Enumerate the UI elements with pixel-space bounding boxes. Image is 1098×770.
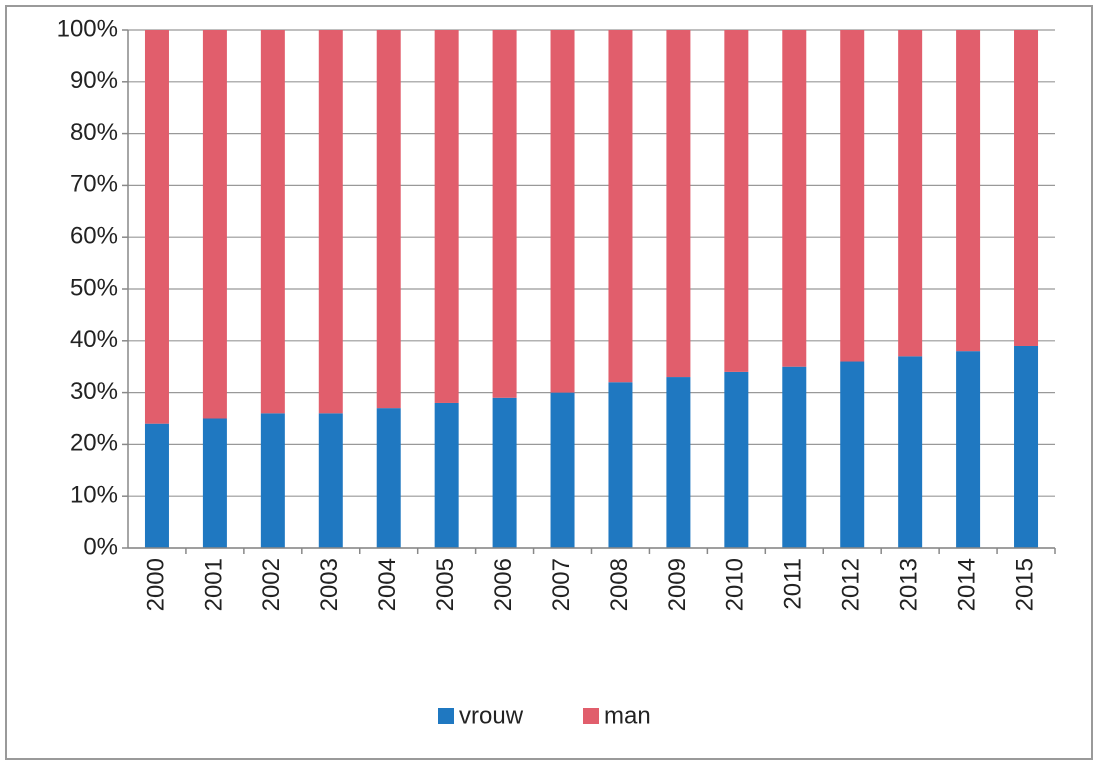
bar-segment [260,413,285,548]
x-tick-label: 2008 [606,558,633,611]
bar-segment [550,392,575,548]
bar-segment [666,30,691,378]
bar-segment [898,356,923,548]
x-tick-label: 2011 [780,558,807,610]
bar-segment [898,30,923,357]
x-tick-label: 2001 [200,558,227,611]
bar-segment [434,30,459,403]
bar-segment [376,408,401,548]
bar-segment [318,413,343,548]
bar-segment [956,351,981,548]
x-tick-label: 2014 [953,558,980,611]
y-tick-label: 20% [70,430,118,457]
x-tick-label: 2003 [316,558,343,611]
bar-segment [202,30,227,419]
bar-segment [782,30,807,367]
y-tick-label: 70% [70,171,118,198]
bar-segment [608,30,633,383]
bar-segment [1014,30,1039,346]
bar-segment [608,382,633,548]
bar-segment [724,371,749,548]
y-tick-label: 50% [70,274,118,301]
bar-segment [1014,345,1039,548]
y-tick-label: 40% [70,326,118,353]
x-tick-label: 2012 [838,558,865,611]
bar-segment [202,418,227,548]
y-tick-label: 60% [70,223,118,250]
bar-segment [434,402,459,548]
bar-segment [260,30,285,414]
x-tick-label: 2009 [664,558,691,611]
legend-swatch [583,708,599,724]
bar-segment [144,423,169,548]
legend-swatch [438,708,454,724]
y-tick-label: 10% [70,482,118,509]
x-tick-label: 2002 [258,558,285,611]
bar-segment [144,30,169,424]
bar-segment [376,30,401,409]
x-tick-label: 2004 [374,558,401,611]
y-tick-label: 90% [70,67,118,94]
y-tick-label: 80% [70,119,118,146]
y-tick-label: 30% [70,378,118,405]
bar-segment [840,361,865,548]
bar-segment [782,366,807,548]
bar-segment [550,30,575,393]
legend-label: vrouw [459,702,524,729]
x-tick-label: 2015 [1011,558,1038,611]
bar-segment [956,30,981,352]
legend-label: man [604,702,651,729]
x-tick-label: 2005 [432,558,459,611]
x-tick-label: 2006 [490,558,517,611]
bar-segment [492,397,517,548]
bar-segment [724,30,749,372]
x-tick-label: 2000 [142,558,169,611]
y-tick-label: 100% [57,15,118,42]
bar-segment [318,30,343,414]
bar-segment [840,30,865,362]
bar-segment [666,377,691,548]
x-tick-label: 2013 [896,558,923,611]
x-tick-label: 2007 [548,558,575,611]
bar-segment [492,30,517,398]
y-tick-label: 0% [83,533,118,560]
x-tick-label: 2010 [722,558,749,611]
